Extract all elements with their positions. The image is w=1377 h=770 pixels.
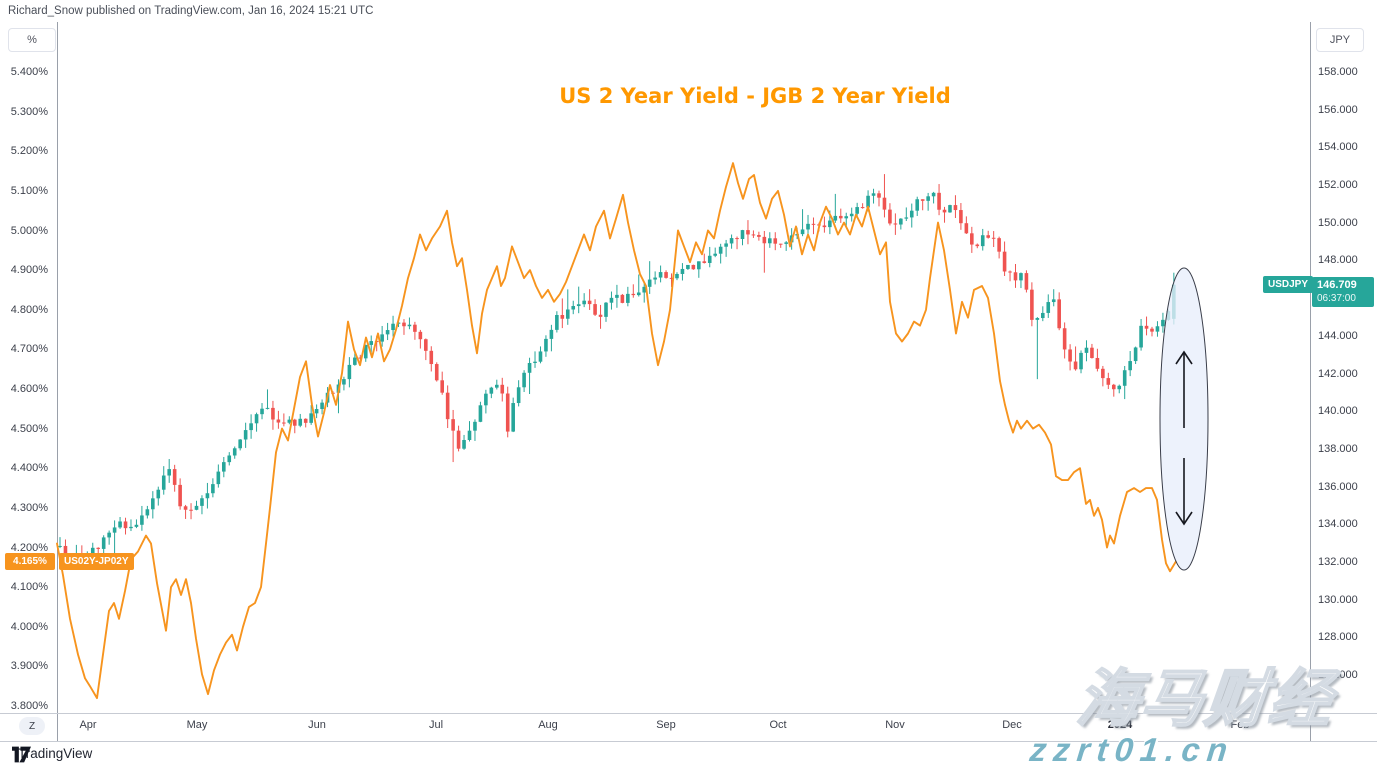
attribution-text: Richard_Snow published on TradingView.co… xyxy=(8,5,374,17)
right-scale-tick: 136.000 xyxy=(1318,480,1358,493)
left-price-scale[interactable]: 5.400% 5.300% 5.200% 5.100% 5.000% 4.900% 4.80… xyxy=(0,0,57,713)
left-scale-tick: 5.300% xyxy=(10,105,48,118)
left-scale-tick: 4.900% xyxy=(10,264,48,277)
left-scale-tick: 4.500% xyxy=(10,422,48,435)
left-scale-tick: 4.700% xyxy=(10,343,48,356)
left-scale-tick: 3.900% xyxy=(10,660,48,673)
time-scale-tick: Apr xyxy=(79,719,97,731)
left-scale-tick: 4.300% xyxy=(10,501,48,514)
spread-symbol-tag: US02Y-JP02Y xyxy=(59,552,134,570)
left-scale-tick: 4.400% xyxy=(10,462,48,475)
left-scale-tick: 4.100% xyxy=(10,581,48,594)
time-scale-tick: Dec xyxy=(1002,719,1022,731)
right-scale-tick: 132.000 xyxy=(1318,555,1358,568)
left-scale-tick: 3.800% xyxy=(10,700,48,712)
time-scale-tick: Nov xyxy=(885,719,905,731)
right-scale-tick: 156.000 xyxy=(1318,103,1358,116)
time-scale-tick: Jun xyxy=(308,719,326,731)
right-scale-tick: 144.000 xyxy=(1318,329,1358,342)
usdjpy-price-tag: 146.709 06:37:00 xyxy=(1312,276,1374,307)
left-scale-tick: 4.000% xyxy=(10,620,48,633)
spread-price-tag: 4.165% xyxy=(5,552,55,570)
usdjpy-bar-countdown: 06:37:00 xyxy=(1317,292,1356,304)
right-scale-tick: 142.000 xyxy=(1318,367,1358,380)
right-scale-tick: 138.000 xyxy=(1318,442,1358,455)
left-scale-tick: 4.600% xyxy=(10,383,48,395)
time-scale-tick: Aug xyxy=(538,719,558,731)
watermark-cjk: 海马财经 xyxy=(1073,664,1338,735)
right-scale-tick: 140.000 xyxy=(1318,405,1358,418)
time-scale-tick: Jul xyxy=(428,719,444,731)
time-scale-tick: Feb xyxy=(1230,719,1250,731)
watermark-url: zzrt01.cn xyxy=(1028,731,1237,768)
right-price-scale[interactable]: 158.000 156.000 154.000 152.000 150.000 148.0… xyxy=(1310,0,1377,713)
left-scale-tick: 5.400% xyxy=(10,66,48,78)
left-scale-unit-button[interactable]: % xyxy=(8,28,56,52)
right-scale-tick: 126.000 xyxy=(1318,669,1358,681)
right-scale-tick: 128.000 xyxy=(1318,631,1358,644)
left-scale-tick: 4.800% xyxy=(10,303,48,316)
left-scale-tick: 5.000% xyxy=(10,224,48,237)
usdjpy-last-price: 146.709 xyxy=(1317,278,1357,291)
time-scale-tick: 2024 xyxy=(1107,719,1133,731)
right-scale-tick: 154.000 xyxy=(1318,141,1358,154)
time-scale-tick: Oct xyxy=(769,719,787,731)
usdjpy-symbol-tag: USDJPY xyxy=(1263,276,1314,294)
left-scale-tick: 4.200% xyxy=(10,541,48,554)
right-scale-tick: 148.000 xyxy=(1318,254,1358,267)
left-scale-tick: 5.100% xyxy=(10,184,48,197)
time-scale[interactable]: Apr May Jun Jul Aug Sep Oct Nov Dec 2024 Feb xyxy=(0,713,1377,741)
right-scale-tick: 158.000 xyxy=(1318,66,1358,78)
timezone-button[interactable]: Z xyxy=(19,717,45,735)
tradingview-logo[interactable]: TradingView xyxy=(12,746,93,763)
chart-title: US 2 Year Yield - JGB 2 Year Yield xyxy=(559,84,951,108)
right-scale-tick: 130.000 xyxy=(1318,593,1358,606)
time-scale-tick: Sep xyxy=(656,719,676,731)
right-scale-tick: 150.000 xyxy=(1318,216,1358,229)
right-scale-unit-button[interactable]: JPY xyxy=(1316,28,1364,52)
right-scale-tick: 134.000 xyxy=(1318,518,1358,531)
right-scale-tick: 152.000 xyxy=(1318,179,1358,192)
time-scale-tick: May xyxy=(186,719,208,731)
left-scale-tick: 5.200% xyxy=(10,145,48,158)
tradingview-logo-text: TradingView xyxy=(18,746,93,761)
